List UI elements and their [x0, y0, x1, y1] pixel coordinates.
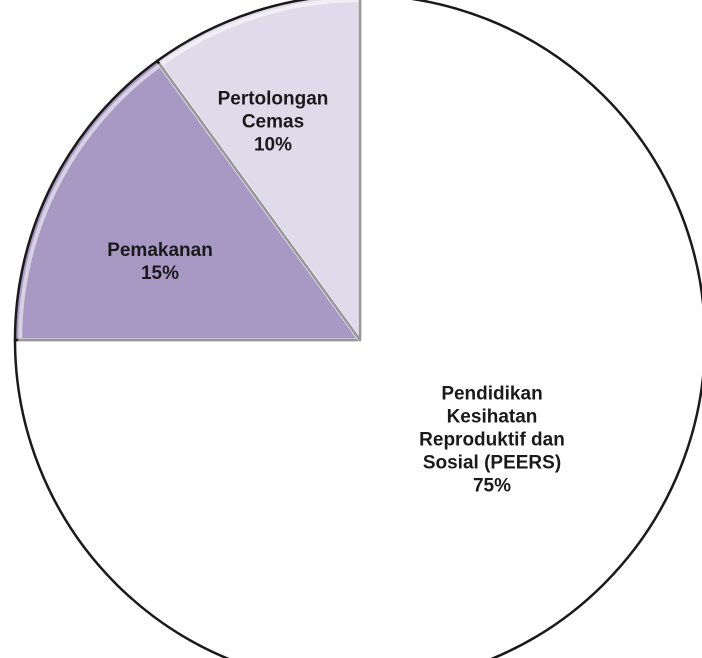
slice-pemakanan [13, 59, 362, 342]
slice-label-pertolongan-cemas-percent: 10% [253, 134, 293, 156]
slice-label-pemakanan: Pemakanan 15% [107, 239, 213, 285]
slice-label-pertolongan-cemas: Pertolongan Cemas 10% [218, 88, 329, 157]
slice-label-pertolongan-cemas-name: Pertolongan Cemas [217, 88, 329, 133]
slice-label-peers-name: Pendidikan Kesihatan Reproduktif dan Sos… [419, 383, 565, 474]
slice-label-pemakanan-percent: 15% [140, 263, 180, 284]
pie-slices [13, 0, 702, 658]
slice-pertolongan-cemas-highlight [157, 0, 362, 347]
slice-label-peers-percent: 75% [472, 475, 512, 497]
slice-label-pemakanan-name: Pemakanan [107, 240, 213, 261]
slice-pemakanan-highlight [18, 62, 364, 342]
slice-pertolongan-cemas [155, 0, 362, 342]
slice-peers [13, 0, 702, 658]
slice-label-peers: Pendidikan Kesihatan Reproduktif dan Sos… [419, 383, 565, 498]
